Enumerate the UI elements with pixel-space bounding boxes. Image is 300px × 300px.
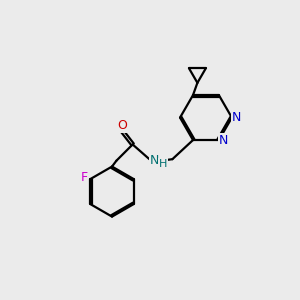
Text: N: N bbox=[150, 154, 159, 167]
Text: N: N bbox=[219, 134, 228, 147]
Text: N: N bbox=[232, 111, 241, 124]
Text: O: O bbox=[117, 119, 127, 132]
Text: H: H bbox=[159, 159, 167, 169]
Text: F: F bbox=[80, 171, 87, 184]
